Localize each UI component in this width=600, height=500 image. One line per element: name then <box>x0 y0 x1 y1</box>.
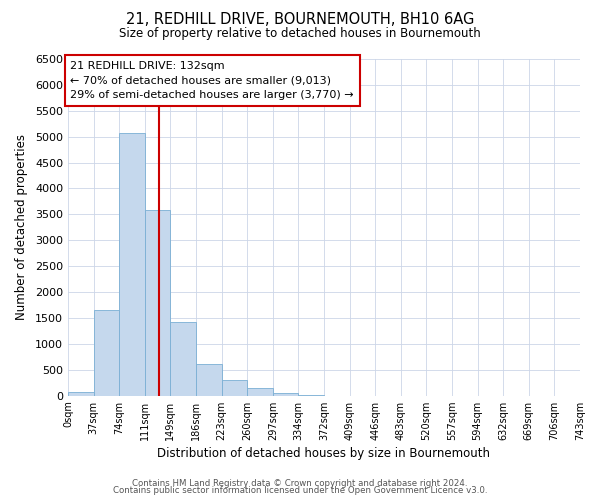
Bar <box>221 380 247 396</box>
Bar <box>298 395 324 396</box>
Y-axis label: Number of detached properties: Number of detached properties <box>15 134 28 320</box>
Text: 21, REDHILL DRIVE, BOURNEMOUTH, BH10 6AG: 21, REDHILL DRIVE, BOURNEMOUTH, BH10 6AG <box>126 12 474 28</box>
Bar <box>247 388 273 396</box>
Text: Size of property relative to detached houses in Bournemouth: Size of property relative to detached ho… <box>119 28 481 40</box>
Bar <box>145 210 170 396</box>
Text: 21 REDHILL DRIVE: 132sqm
← 70% of detached houses are smaller (9,013)
29% of sem: 21 REDHILL DRIVE: 132sqm ← 70% of detach… <box>70 60 354 100</box>
Bar <box>119 132 145 396</box>
Bar <box>273 392 298 396</box>
Bar <box>170 322 196 396</box>
Bar <box>94 310 119 396</box>
Text: Contains public sector information licensed under the Open Government Licence v3: Contains public sector information licen… <box>113 486 487 495</box>
X-axis label: Distribution of detached houses by size in Bournemouth: Distribution of detached houses by size … <box>157 447 490 460</box>
Bar <box>68 392 94 396</box>
Text: Contains HM Land Registry data © Crown copyright and database right 2024.: Contains HM Land Registry data © Crown c… <box>132 478 468 488</box>
Bar <box>196 364 221 396</box>
